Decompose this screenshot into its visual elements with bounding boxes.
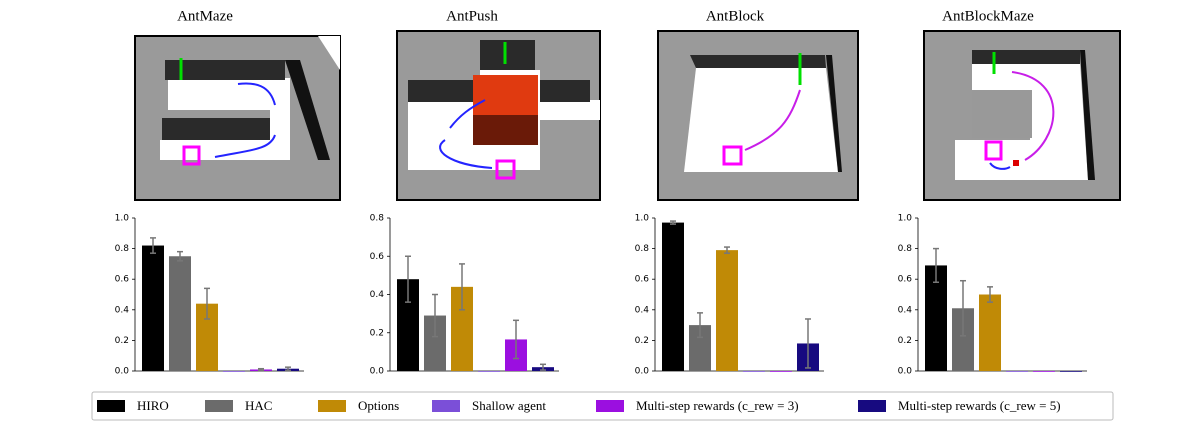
legend-label: Shallow agent <box>472 398 546 413</box>
y-tick-label: 0.0 <box>898 367 913 377</box>
y-tick-label: 0.4 <box>115 305 130 315</box>
error-bar <box>405 255 411 303</box>
error-bar <box>204 287 210 320</box>
y-tick-label: 1.0 <box>898 214 913 224</box>
legend-label: Multi-step rewards (c_rew = 5) <box>898 398 1061 413</box>
y-tick-label: 0.8 <box>635 244 650 254</box>
legend-swatch <box>97 400 125 412</box>
bar <box>397 279 419 371</box>
legend-label: Options <box>358 398 399 413</box>
legend: HIRO HAC Options Shallow agent Multi-step re… <box>97 398 1061 413</box>
legend-box <box>91 391 1114 421</box>
bar <box>1033 371 1055 372</box>
y-tick-label: 0.8 <box>898 244 913 254</box>
error-bar <box>459 263 465 311</box>
y-tick-label: 0.6 <box>635 275 650 285</box>
y-tick-label: 0.6 <box>898 275 913 285</box>
env-antmaze <box>134 35 341 201</box>
bar <box>196 303 218 371</box>
env-antblockmaze <box>923 30 1121 201</box>
error-bar <box>670 220 676 225</box>
y-tick-label: 0.2 <box>635 336 649 346</box>
y-tick-label: 0.0 <box>115 367 130 377</box>
bar <box>979 294 1001 371</box>
bar <box>689 325 711 371</box>
charts: AntMaze 0.0 0.2 0.4 0.6 0.8 1.0 AntPush 0.0 0.2 0.… <box>115 8 1087 377</box>
y-tick-label: 0.4 <box>898 305 913 315</box>
chart-panel: AntMaze 0.0 0.2 0.4 0.6 0.8 1.0 <box>115 8 304 377</box>
error-bar <box>150 237 156 254</box>
bar <box>424 315 446 371</box>
legend-label: Multi-step rewards (c_rew = 3) <box>636 398 799 413</box>
bar <box>1060 371 1082 372</box>
bar <box>716 250 738 371</box>
error-bar <box>177 250 183 262</box>
y-tick-label: 0.6 <box>370 252 385 262</box>
bar <box>142 245 164 371</box>
bar <box>770 371 792 372</box>
error-bar <box>724 246 730 254</box>
legend-swatch <box>205 400 233 412</box>
legend-label: HAC <box>245 398 272 413</box>
chart-title: AntBlock <box>706 8 765 24</box>
legend-swatch <box>432 400 460 412</box>
legend-swatch <box>318 400 346 412</box>
legend-swatch <box>596 400 624 412</box>
y-tick-label: 0.6 <box>115 275 130 285</box>
y-tick-label: 0.0 <box>635 367 650 377</box>
y-tick-label: 0.4 <box>635 305 650 315</box>
error-bar <box>432 293 438 338</box>
error-bar <box>697 312 703 339</box>
error-bar <box>933 247 939 284</box>
bar <box>952 308 974 371</box>
y-tick-label: 0.2 <box>370 328 384 338</box>
y-tick-label: 0.0 <box>370 367 385 377</box>
bar <box>223 371 245 372</box>
chart-panel: AntPush 0.0 0.2 0.4 0.6 0.8 <box>370 8 559 377</box>
legend-label: HIRO <box>137 398 169 413</box>
chart-title: AntPush <box>446 8 498 24</box>
chart-title: AntBlockMaze <box>942 8 1034 24</box>
error-bar <box>285 366 291 371</box>
y-tick-label: 0.8 <box>370 214 385 224</box>
error-bar <box>540 363 546 371</box>
error-bar <box>805 318 811 369</box>
error-bar <box>513 319 519 360</box>
error-bar <box>960 279 966 337</box>
error-bar <box>258 367 264 371</box>
y-tick-label: 0.8 <box>115 244 130 254</box>
y-tick-label: 1.0 <box>635 214 650 224</box>
bar <box>1006 371 1028 372</box>
bar <box>662 222 684 371</box>
env-antpush <box>396 30 601 201</box>
bar <box>743 371 765 372</box>
chart-panel: AntBlockMaze 0.0 0.2 0.4 0.6 0.8 1.0 <box>898 8 1087 377</box>
bar <box>925 265 947 371</box>
legend-swatch <box>858 400 886 412</box>
y-tick-label: 0.4 <box>370 290 385 300</box>
chart-title: AntMaze <box>177 8 233 24</box>
env-antblock <box>657 30 859 201</box>
chart-panel: AntBlock 0.0 0.2 0.4 0.6 0.8 1.0 <box>635 8 824 377</box>
bar <box>451 286 473 371</box>
bar <box>478 371 500 372</box>
y-tick-label: 0.2 <box>898 336 912 346</box>
y-tick-label: 0.2 <box>115 336 129 346</box>
y-tick-label: 1.0 <box>115 214 130 224</box>
bar <box>169 256 191 371</box>
error-bar <box>987 286 993 303</box>
